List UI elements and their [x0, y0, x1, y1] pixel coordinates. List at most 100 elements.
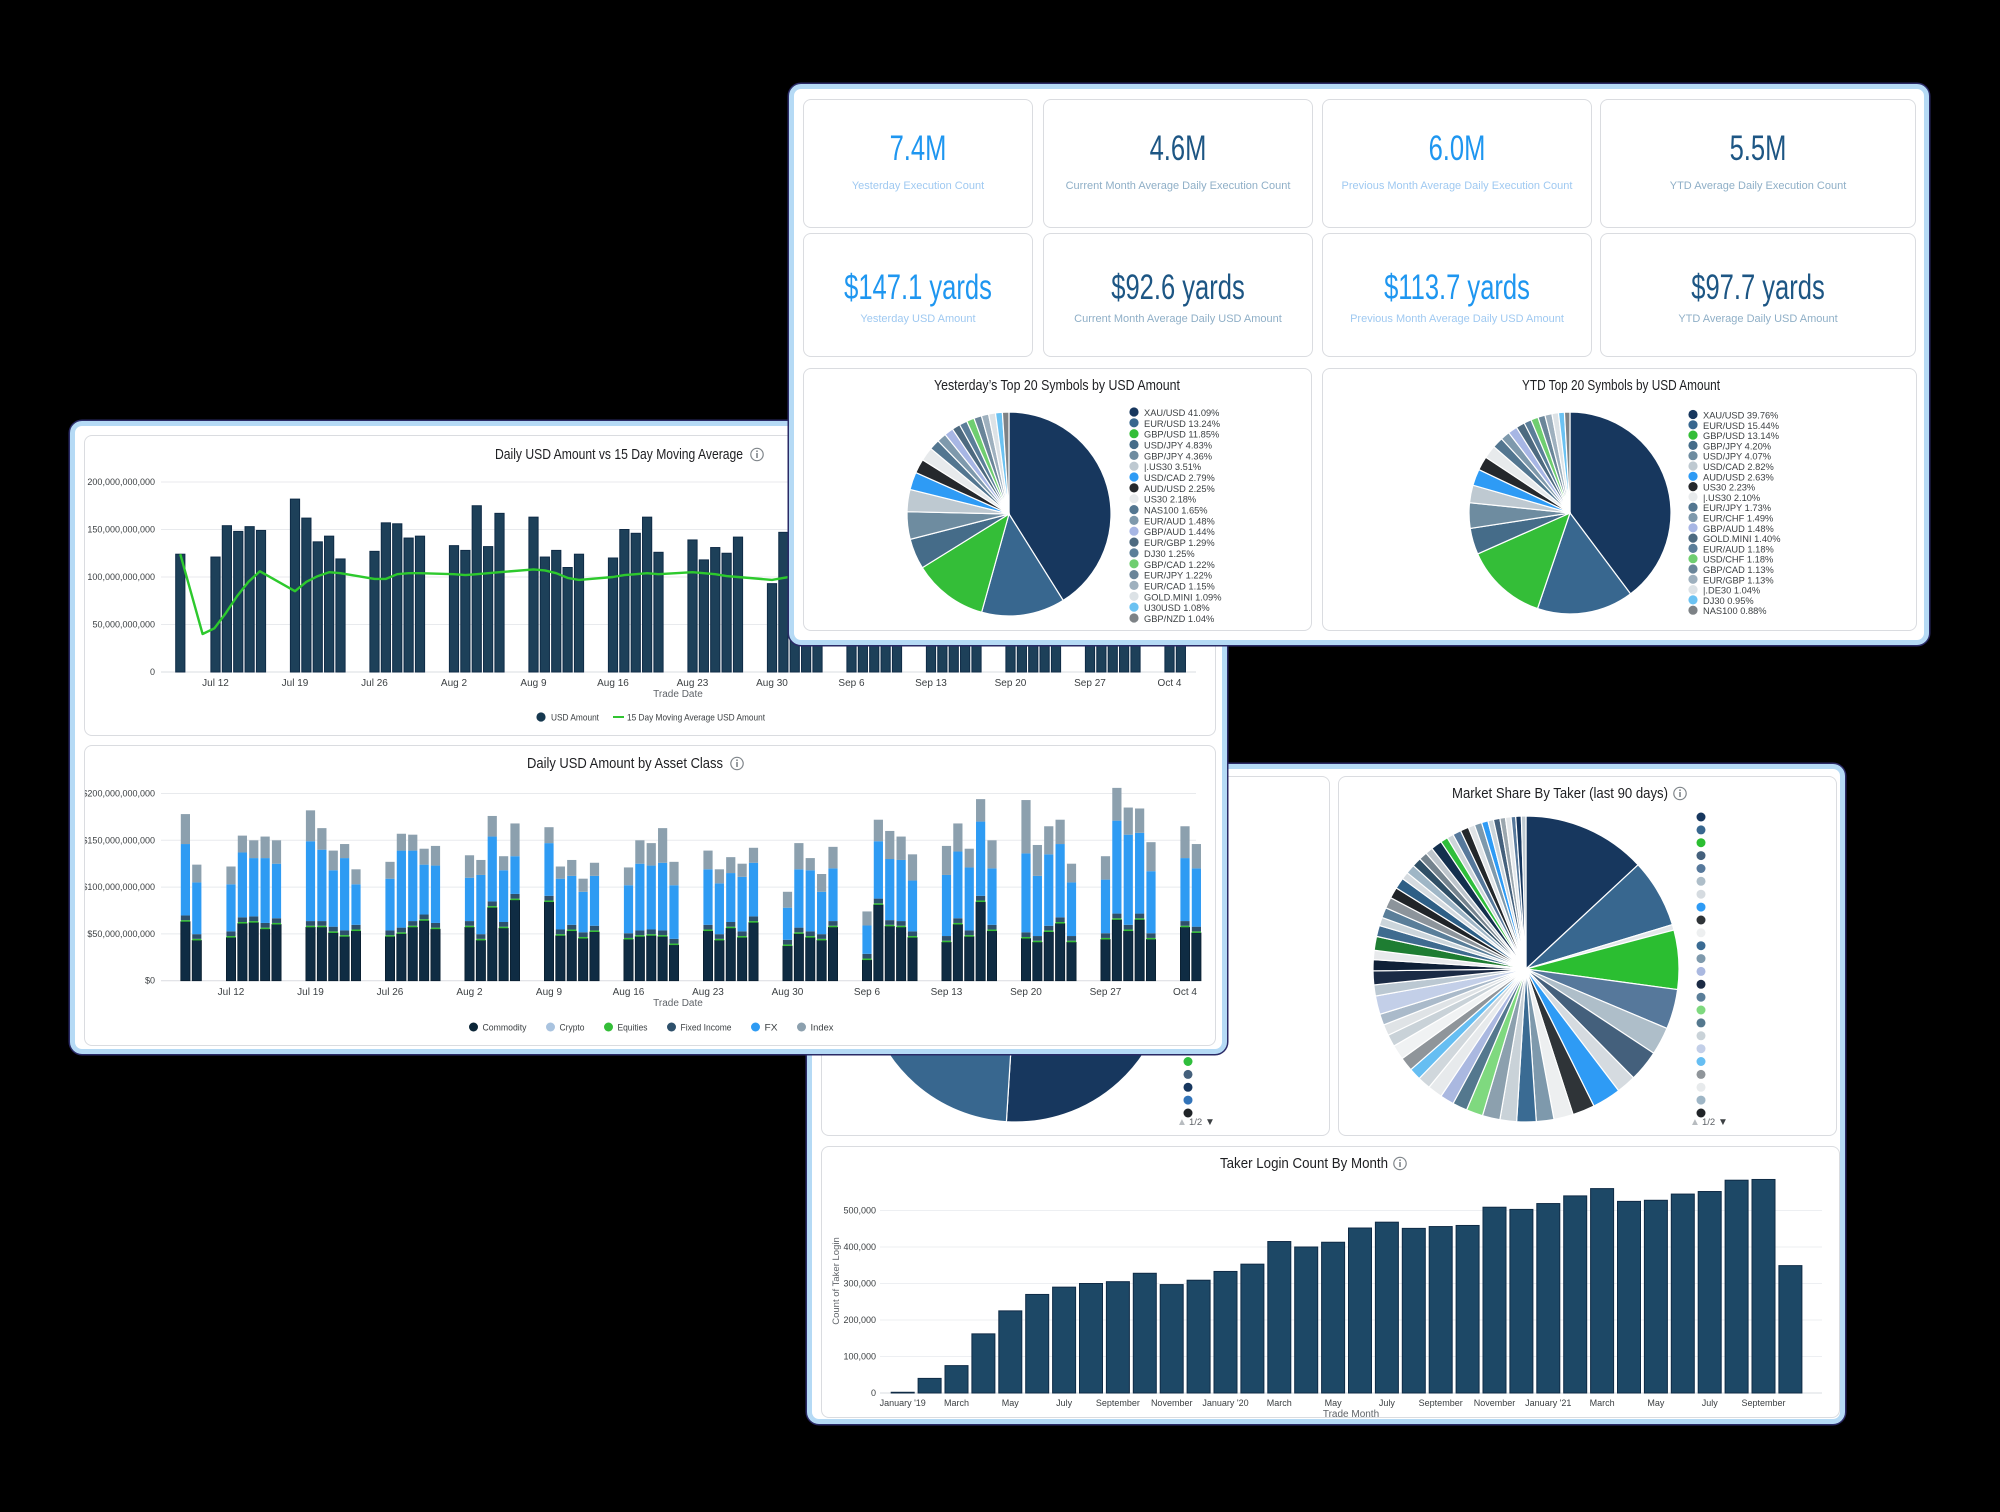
svg-text:Aug 16: Aug 16 — [613, 987, 645, 998]
svg-text:US30 2.18%: US30 2.18% — [1144, 495, 1196, 505]
svg-text:USD/CAD 2.79%: USD/CAD 2.79% — [1144, 473, 1215, 483]
svg-text:January '21: January '21 — [1525, 1398, 1571, 1408]
svg-text:AUD/USD 2.63%: AUD/USD 2.63% — [1703, 472, 1774, 482]
svg-text:Yesterday’s Top 20 Symbols by: Yesterday’s Top 20 Symbols by USD Amount — [934, 378, 1180, 394]
svg-text:GBP/NZD 1.04%: GBP/NZD 1.04% — [1144, 614, 1214, 624]
svg-text:$0: $0 — [145, 976, 155, 986]
svg-text:NAS100 1.65%: NAS100 1.65% — [1144, 506, 1208, 516]
svg-text:Aug 30: Aug 30 — [772, 987, 804, 998]
svg-text:150,000,000,000: 150,000,000,000 — [87, 525, 155, 535]
svg-text:Jul 19: Jul 19 — [282, 678, 309, 689]
svg-text:Sep 20: Sep 20 — [995, 678, 1027, 689]
svg-text:Daily USD Amount vs 15 Day Mov: Daily USD Amount vs 15 Day Moving Averag… — [495, 446, 743, 463]
svg-text:DJ30 0.95%: DJ30 0.95% — [1703, 596, 1754, 606]
svg-text:EUR/GBP 1.13%: EUR/GBP 1.13% — [1703, 575, 1774, 585]
svg-text:Aug 9: Aug 9 — [520, 678, 547, 689]
svg-text:USD/JPY 4.07%: USD/JPY 4.07% — [1703, 452, 1771, 462]
svg-text:November: November — [1474, 1398, 1516, 1408]
svg-text:March: March — [1267, 1398, 1292, 1408]
svg-text:Oct 4: Oct 4 — [1158, 678, 1182, 689]
svg-text:GBP/CAD 1.13%: GBP/CAD 1.13% — [1703, 565, 1774, 575]
svg-text:GBP/JPY 4.36%: GBP/JPY 4.36% — [1144, 451, 1212, 461]
svg-text:100,000,000,000: 100,000,000,000 — [87, 572, 155, 582]
svg-text:GBP/AUD 1.48%: GBP/AUD 1.48% — [1703, 524, 1774, 534]
svg-text:Commodity: Commodity — [483, 1023, 527, 1034]
svg-text:Count of Taker Login: Count of Taker Login — [831, 1237, 842, 1325]
svg-text:Sep 6: Sep 6 — [854, 987, 881, 998]
svg-text:USD/CAD 2.82%: USD/CAD 2.82% — [1703, 462, 1774, 472]
svg-text:Trade Month: Trade Month — [1323, 1409, 1379, 1418]
svg-text:USD/CHF 1.18%: USD/CHF 1.18% — [1703, 555, 1773, 565]
svg-text:U30USD 1.08%: U30USD 1.08% — [1144, 603, 1210, 613]
svg-text:September: September — [1741, 1398, 1785, 1408]
svg-text:200,000,000,000: 200,000,000,000 — [87, 477, 155, 487]
svg-text:XAU/USD 41.09%: XAU/USD 41.09% — [1144, 408, 1219, 418]
svg-text:USD Amount: USD Amount — [551, 713, 599, 724]
svg-text:January '19: January '19 — [880, 1398, 926, 1408]
svg-text:Daily USD Amount by Asset Clas: Daily USD Amount by Asset Class — [527, 755, 723, 772]
svg-text:July: July — [1056, 1398, 1073, 1408]
svg-text:Jul 19: Jul 19 — [297, 987, 324, 998]
svg-text:May: May — [1002, 1398, 1020, 1408]
svg-text:▼: ▼ — [1205, 1117, 1215, 1128]
svg-text:January '20: January '20 — [1202, 1398, 1248, 1408]
svg-text:NAS100 0.88%: NAS100 0.88% — [1703, 606, 1767, 616]
svg-text:Aug 23: Aug 23 — [692, 987, 724, 998]
svg-text:Sep 27: Sep 27 — [1090, 987, 1122, 998]
svg-text:0: 0 — [150, 667, 155, 677]
svg-text:March: March — [944, 1398, 969, 1408]
svg-text:GOLD.MINI 1.09%: GOLD.MINI 1.09% — [1144, 592, 1222, 602]
svg-text:|.US30 3.51%: |.US30 3.51% — [1144, 462, 1201, 472]
svg-text:$200,000,000,000: $200,000,000,000 — [85, 789, 155, 799]
svg-text:YTD Top 20 Symbols by USD Amou: YTD Top 20 Symbols by USD Amount — [1522, 378, 1720, 394]
svg-text:50,000,000,000: 50,000,000,000 — [92, 620, 155, 630]
svg-text:▲: ▲ — [1177, 1117, 1187, 1128]
svg-text:USD/JPY 4.83%: USD/JPY 4.83% — [1144, 441, 1212, 451]
svg-text:XAU/USD 39.76%: XAU/USD 39.76% — [1703, 411, 1778, 421]
svg-text:GBP/CAD 1.22%: GBP/CAD 1.22% — [1144, 560, 1215, 570]
svg-text:|.US30 2.10%: |.US30 2.10% — [1703, 493, 1760, 503]
svg-text:EUR/USD 13.24%: EUR/USD 13.24% — [1144, 419, 1220, 429]
svg-text:Sep 6: Sep 6 — [838, 678, 865, 689]
svg-text:Aug 16: Aug 16 — [597, 678, 629, 689]
svg-text:Equities: Equities — [618, 1023, 648, 1034]
svg-text:Aug 2: Aug 2 — [441, 678, 468, 689]
svg-text:Sep 20: Sep 20 — [1010, 987, 1042, 998]
svg-text:DJ30 1.25%: DJ30 1.25% — [1144, 549, 1195, 559]
svg-text:200,000: 200,000 — [843, 1315, 876, 1325]
svg-text:GBP/USD 13.14%: GBP/USD 13.14% — [1703, 431, 1779, 441]
svg-text:July: July — [1702, 1398, 1719, 1408]
svg-text:Jul 26: Jul 26 — [361, 678, 388, 689]
svg-text:Fixed Income: Fixed Income — [681, 1023, 732, 1034]
svg-text:$150,000,000,000: $150,000,000,000 — [85, 835, 155, 845]
svg-text:GBP/USD 11.85%: GBP/USD 11.85% — [1144, 430, 1219, 440]
svg-text:Sep 13: Sep 13 — [915, 678, 947, 689]
svg-text:AUD/USD 2.25%: AUD/USD 2.25% — [1144, 484, 1215, 494]
svg-text:March: March — [1590, 1398, 1615, 1408]
svg-text:Sep 13: Sep 13 — [931, 987, 963, 998]
svg-text:Oct 4: Oct 4 — [1173, 987, 1197, 998]
svg-text:GOLD.MINI 1.40%: GOLD.MINI 1.40% — [1703, 534, 1781, 544]
svg-text:Aug 9: Aug 9 — [536, 987, 563, 998]
svg-text:Jul 12: Jul 12 — [218, 987, 245, 998]
svg-text:$100,000,000,000: $100,000,000,000 — [85, 882, 155, 892]
svg-text:$50,000,000,000: $50,000,000,000 — [87, 929, 155, 939]
svg-text:September: September — [1096, 1398, 1140, 1408]
svg-text:Trade Date: Trade Date — [653, 998, 703, 1009]
svg-text:1/2: 1/2 — [1702, 1117, 1715, 1128]
svg-text:100,000: 100,000 — [843, 1352, 876, 1362]
svg-text:GBP/JPY 4.20%: GBP/JPY 4.20% — [1703, 441, 1771, 451]
svg-text:EUR/AUD 1.18%: EUR/AUD 1.18% — [1703, 544, 1774, 554]
svg-text:300,000: 300,000 — [843, 1279, 876, 1289]
svg-text:Jul 12: Jul 12 — [202, 678, 229, 689]
svg-text:15 Day Moving Average USD Amou: 15 Day Moving Average USD Amount — [627, 713, 765, 724]
svg-text:EUR/AUD 1.48%: EUR/AUD 1.48% — [1144, 516, 1215, 526]
svg-text:FX: FX — [765, 1023, 779, 1034]
svg-text:▼: ▼ — [1718, 1117, 1728, 1128]
svg-text:Trade Date: Trade Date — [653, 689, 703, 700]
svg-text:500,000: 500,000 — [843, 1206, 876, 1216]
svg-text:Aug 2: Aug 2 — [456, 987, 483, 998]
svg-text:EUR/JPY 1.73%: EUR/JPY 1.73% — [1703, 503, 1771, 513]
svg-text:Market Share By Taker (last 90: Market Share By Taker (last 90 days) — [1452, 786, 1668, 802]
svg-text:May: May — [1647, 1398, 1665, 1408]
